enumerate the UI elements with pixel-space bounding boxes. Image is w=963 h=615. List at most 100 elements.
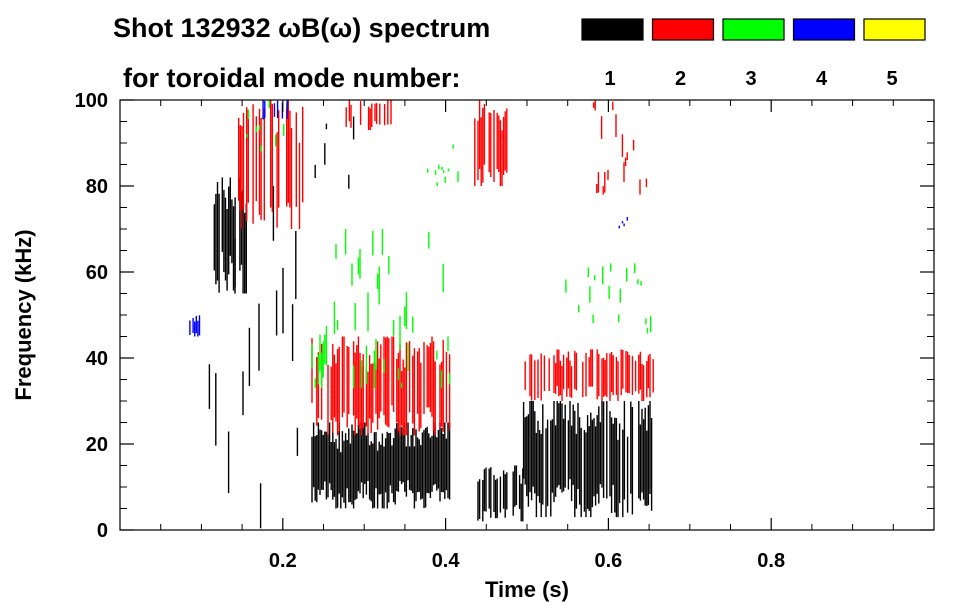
spectrum-streak: [404, 422, 406, 492]
spectrum-streak: [381, 433, 384, 509]
mode-2-region-4: [474, 100, 508, 186]
spectrum-streak: [561, 403, 563, 493]
spectrum-streak: [242, 190, 244, 294]
spectrum-streak: [570, 425, 573, 502]
spectrum-streak: [639, 351, 642, 390]
spectrum-streak: [371, 103, 373, 127]
spectrum-streak: [445, 438, 448, 491]
spectrum-streak: [325, 326, 328, 366]
chart-title: Shot 132932 ωB(ω) spectrum: [113, 13, 490, 43]
spectrum-streak: [524, 417, 526, 485]
mode-4-region-1: [189, 315, 201, 337]
spectrum-streak: [399, 315, 401, 350]
spectrum-streak: [650, 418, 653, 511]
spectrum-streak: [477, 481, 479, 521]
spectrum-streak: [483, 469, 486, 512]
spectrum-streak: [612, 355, 614, 396]
spectrum-streak: [376, 341, 379, 430]
series-mode-3: [246, 100, 652, 389]
spectrum-streak: [367, 292, 369, 332]
spectrum-streak: [392, 438, 395, 502]
spectrum-streak: [623, 162, 625, 182]
spectrum-streak: [314, 164, 316, 178]
spectrum-streak: [474, 118, 476, 186]
spectrum-streak: [394, 428, 396, 505]
spectrum-streak: [407, 422, 409, 481]
spectrum-streak: [448, 354, 451, 431]
spectrum-streak: [255, 116, 257, 202]
spectrum-streak: [340, 452, 342, 509]
spectrum-streak: [408, 446, 411, 490]
spectrum-streak: [405, 446, 408, 497]
spectrum-streak: [639, 424, 642, 501]
spectrum-streak: [316, 435, 318, 503]
spectrum-streak: [271, 104, 273, 212]
spectrum-streak: [378, 358, 380, 419]
spectrum-streak: [362, 354, 364, 429]
spectrum-streak: [364, 422, 366, 484]
spectrum-streak: [619, 288, 621, 303]
spectrum-streak: [606, 353, 608, 397]
spectrum-streak: [602, 186, 604, 195]
spectrum-streak: [218, 193, 220, 293]
spectrum-streak: [325, 431, 328, 500]
spectrum-streak: [359, 352, 361, 429]
spectrum-streak: [346, 346, 348, 428]
spectrum-streak: [594, 100, 596, 111]
spectrum-streak: [354, 303, 356, 330]
spectrum-streak: [259, 125, 261, 130]
mode-2-region-6: [592, 100, 648, 195]
spectrum-streak: [320, 352, 323, 388]
spectrum-streak: [485, 467, 487, 512]
spectrum-streak: [592, 314, 594, 324]
spectrum-streak: [324, 334, 326, 364]
spectrum-streak: [404, 306, 406, 326]
spectrum-streak: [545, 428, 547, 518]
spectrum-streak: [646, 361, 648, 398]
spectrum-streak: [317, 422, 320, 490]
spectrum-streak: [638, 354, 640, 394]
spectrum-streak: [447, 336, 449, 352]
spectrum-streak: [537, 420, 539, 497]
spectrum-streak: [580, 427, 582, 518]
spectrum-streak: [317, 354, 320, 384]
spectrum-streak: [623, 401, 626, 500]
spectrum-streak: [594, 426, 597, 506]
spectrum-streak: [272, 186, 275, 241]
spectrum-streak: [617, 439, 619, 518]
spectrum-streak: [192, 317, 194, 333]
spectrum-streak: [534, 411, 536, 494]
spectrum-streak: [548, 358, 550, 391]
spectrum-streak: [360, 360, 363, 389]
spectrum-streak: [389, 432, 392, 486]
spectrum-streak: [483, 103, 486, 165]
spectrum-streak: [258, 108, 261, 215]
spectrum-streak: [436, 437, 438, 491]
spectrum-streak: [383, 336, 385, 416]
spectrum-streak: [594, 275, 596, 281]
spectrum-streak: [386, 431, 388, 509]
spectrum-streak: [367, 106, 370, 131]
spectrum-streak: [488, 468, 490, 509]
spectrum-streak: [522, 468, 524, 522]
spectrum-streak: [275, 134, 277, 147]
x-tick-label: 0.6: [594, 550, 622, 572]
spectrum-streak: [546, 419, 549, 507]
spectrum-streak: [607, 169, 609, 180]
spectrum-streak: [640, 281, 642, 286]
spectrum-streak: [608, 285, 610, 299]
spectrum-streak: [621, 134, 624, 157]
spectrum-streak: [246, 134, 248, 138]
spectrum-streak: [258, 303, 260, 371]
spectrum-streak: [575, 433, 578, 509]
spectrum-streak: [428, 346, 430, 408]
spectrum-streak: [215, 193, 217, 285]
spectrum-streak: [556, 349, 558, 386]
spectrum-streak: [391, 336, 393, 406]
spectrum-streak: [626, 436, 629, 513]
spectrum-streak: [590, 412, 592, 518]
y-axis-label: Frequency (kHz): [11, 229, 36, 400]
spectrum-streak: [370, 441, 372, 502]
spectrum-streak: [424, 428, 427, 508]
spectrum-streak: [587, 267, 589, 278]
